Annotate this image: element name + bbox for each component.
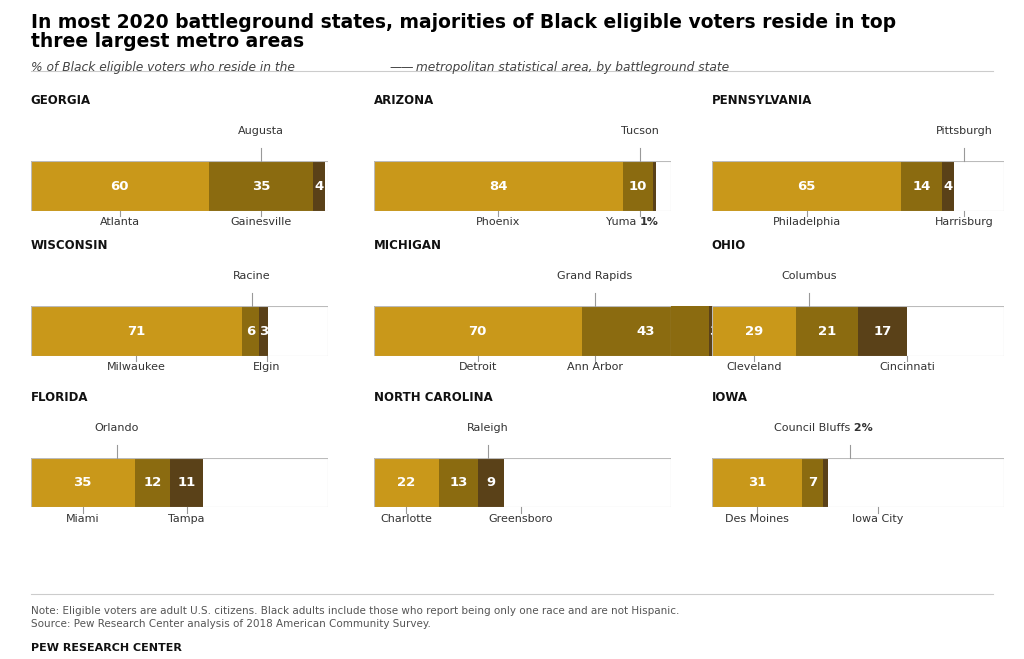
Text: Note: Eligible voters are adult U.S. citizens. Black adults include those who re: Note: Eligible voters are adult U.S. cit… [31, 606, 679, 616]
Text: Racine: Racine [233, 272, 270, 281]
Text: % of Black eligible voters who reside in the: % of Black eligible voters who reside in… [31, 61, 298, 74]
Text: 35: 35 [252, 180, 270, 192]
Text: Tampa: Tampa [168, 514, 205, 524]
Text: Source: Pew Research Center analysis of 2018 American Community Survey.: Source: Pew Research Center analysis of … [31, 619, 431, 629]
Text: 7: 7 [808, 476, 817, 489]
Text: Elgin: Elgin [253, 362, 281, 372]
Text: Grand Rapids: Grand Rapids [557, 272, 633, 281]
Text: Columbus: Columbus [781, 272, 838, 281]
Text: Augusta: Augusta [238, 127, 284, 136]
Text: three largest metro areas: three largest metro areas [31, 32, 304, 51]
Text: Charlotte: Charlotte [381, 514, 432, 524]
Text: PEW RESEARCH CENTER: PEW RESEARCH CENTER [31, 643, 181, 652]
Text: 10: 10 [629, 180, 647, 192]
Text: 29: 29 [744, 325, 763, 337]
Text: 3: 3 [710, 325, 719, 337]
Text: 84: 84 [489, 180, 508, 192]
Text: 4: 4 [943, 180, 952, 192]
Text: 14: 14 [912, 180, 931, 192]
Text: Cincinnati: Cincinnati [880, 362, 935, 372]
Text: Gainesville: Gainesville [230, 217, 292, 227]
Text: Ann Arbor: Ann Arbor [567, 362, 623, 372]
Text: 13: 13 [450, 476, 468, 489]
Text: Cleveland: Cleveland [726, 362, 781, 372]
Text: Miami: Miami [66, 514, 99, 524]
Text: 21: 21 [818, 325, 836, 337]
Text: Des Moines: Des Moines [725, 514, 788, 524]
Text: 6: 6 [246, 325, 255, 337]
Text: IOWA: IOWA [712, 391, 748, 404]
Text: Philadelphia: Philadelphia [772, 217, 841, 227]
Text: 4: 4 [314, 180, 324, 192]
Text: Orlando: Orlando [94, 423, 139, 433]
Text: 70: 70 [469, 325, 486, 337]
Text: Pittsburgh: Pittsburgh [936, 127, 992, 136]
Text: WISCONSIN: WISCONSIN [31, 239, 109, 252]
Text: 3: 3 [259, 325, 268, 337]
Text: 9: 9 [486, 476, 496, 489]
Text: ——: —— [389, 61, 414, 74]
Text: Milwaukee: Milwaukee [106, 362, 166, 372]
Text: 17: 17 [873, 325, 892, 337]
Text: 11: 11 [177, 476, 196, 489]
Text: Council Bluffs: Council Bluffs [774, 423, 850, 433]
Text: 60: 60 [111, 180, 129, 192]
Text: GEORGIA: GEORGIA [31, 94, 91, 107]
Text: MICHIGAN: MICHIGAN [374, 239, 441, 252]
Text: In most 2020 battleground states, majorities of Black eligible voters reside in : In most 2020 battleground states, majori… [31, 13, 896, 32]
Text: 12: 12 [143, 476, 162, 489]
Text: 43: 43 [636, 325, 654, 337]
Text: 31: 31 [748, 476, 766, 489]
Text: 1%: 1% [640, 217, 658, 227]
Text: OHIO: OHIO [712, 239, 745, 252]
Text: 35: 35 [74, 476, 92, 489]
Text: Raleigh: Raleigh [467, 423, 509, 433]
Text: Tucson: Tucson [621, 127, 658, 136]
Text: Greensboro: Greensboro [488, 514, 553, 524]
Text: Iowa City: Iowa City [852, 514, 904, 524]
Text: Detroit: Detroit [459, 362, 497, 372]
Text: Phoenix: Phoenix [476, 217, 520, 227]
Text: 65: 65 [798, 180, 816, 192]
Text: NORTH CAROLINA: NORTH CAROLINA [374, 391, 493, 404]
Text: Harrisburg: Harrisburg [935, 217, 993, 227]
Text: metropolitan statistical area, by battleground state: metropolitan statistical area, by battle… [412, 61, 729, 74]
Text: Atlanta: Atlanta [99, 217, 140, 227]
Text: PENNSYLVANIA: PENNSYLVANIA [712, 94, 812, 107]
Text: FLORIDA: FLORIDA [31, 391, 88, 404]
Text: 71: 71 [127, 325, 145, 337]
Text: 2%: 2% [850, 423, 873, 433]
Text: ARIZONA: ARIZONA [374, 94, 434, 107]
Text: Yuma: Yuma [605, 217, 640, 227]
Text: 22: 22 [397, 476, 416, 489]
